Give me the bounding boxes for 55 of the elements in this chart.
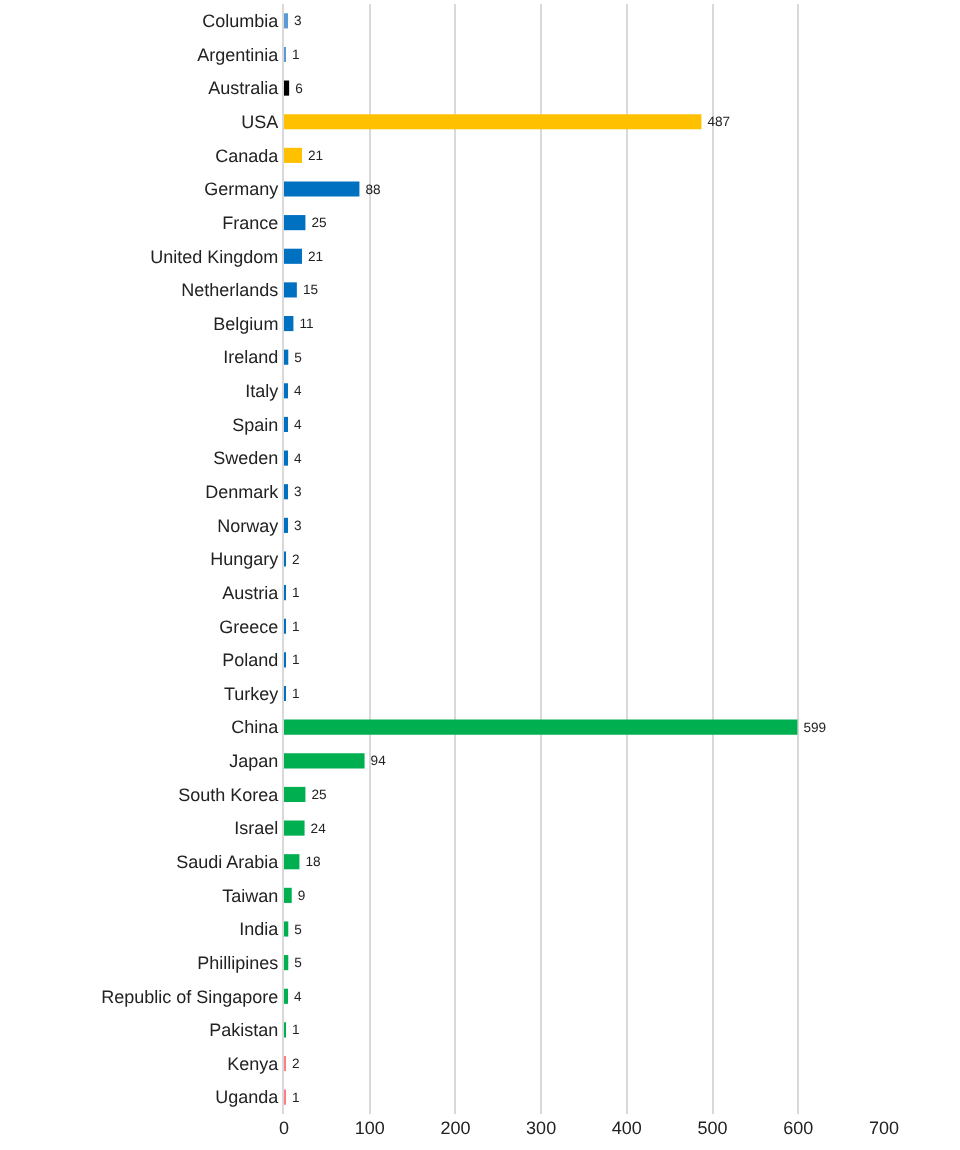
y-tick-label: Australia bbox=[208, 78, 279, 99]
x-tick-label: 100 bbox=[354, 1118, 385, 1138]
y-tick-label: Kenya bbox=[227, 1053, 279, 1074]
y-tick-label: Saudi Arabia bbox=[176, 852, 279, 873]
y-tick-label: Germany bbox=[204, 179, 280, 200]
x-tick-label: 0 bbox=[278, 1118, 290, 1138]
y-tick-label: Japan bbox=[229, 751, 279, 772]
bar bbox=[284, 282, 297, 298]
bar bbox=[284, 181, 360, 197]
x-tick-label: 200 bbox=[440, 1118, 471, 1138]
y-tick-label: Hungary bbox=[210, 549, 280, 570]
y-tick-label: Greece bbox=[219, 616, 279, 637]
y-tick-label: Pakistan bbox=[209, 1020, 279, 1041]
y-tick-label: USA bbox=[241, 112, 279, 133]
y-tick-label: India bbox=[239, 919, 279, 940]
y-tick-label: Norway bbox=[217, 515, 280, 536]
y-tick-label: Sweden bbox=[213, 448, 279, 469]
y-tick-label: Poland bbox=[222, 650, 279, 671]
x-tick-label: 500 bbox=[697, 1118, 728, 1138]
y-tick-label: Austria bbox=[222, 582, 279, 603]
y-tick-label: Republic of Singapore bbox=[101, 986, 279, 1007]
bar bbox=[284, 215, 306, 231]
y-tick-label: Argentinia bbox=[197, 44, 279, 65]
y-tick-label: United Kingdom bbox=[150, 246, 279, 267]
x-tick-label: 600 bbox=[783, 1118, 814, 1138]
bar bbox=[284, 80, 290, 96]
y-tick-label: Turkey bbox=[224, 683, 280, 704]
bar bbox=[284, 719, 798, 735]
bar bbox=[284, 753, 365, 769]
y-tick-label: Phillipines bbox=[197, 952, 280, 973]
y-tick-label: China bbox=[231, 717, 279, 738]
x-tick-label: 300 bbox=[526, 1118, 557, 1138]
y-tick-label: Taiwan bbox=[222, 885, 279, 906]
y-tick-label: Spain bbox=[232, 414, 279, 435]
bar bbox=[284, 248, 302, 264]
bar bbox=[284, 315, 294, 332]
bar bbox=[284, 820, 305, 836]
y-tick-label: Israel bbox=[234, 818, 279, 839]
y-tick-label: South Korea bbox=[178, 784, 279, 805]
x-tick-label: 400 bbox=[611, 1118, 642, 1138]
y-tick-label: Columbia bbox=[202, 11, 279, 32]
bar bbox=[284, 147, 302, 163]
y-tick-label: Denmark bbox=[205, 482, 280, 503]
y-tick-label: France bbox=[222, 212, 279, 233]
y-tick-label: Canada bbox=[215, 145, 279, 166]
x-tick-label: 700 bbox=[868, 1118, 900, 1138]
bar bbox=[284, 786, 306, 803]
y-tick-label: Italy bbox=[245, 381, 280, 402]
y-tick-label: Netherlands bbox=[181, 280, 280, 301]
y-tick-label: Uganda bbox=[215, 1087, 279, 1108]
y-tick-label: Ireland bbox=[223, 347, 279, 368]
bar bbox=[284, 887, 292, 903]
y-tick-label: Belgium bbox=[213, 313, 279, 334]
bar bbox=[284, 854, 300, 870]
bar bbox=[284, 114, 702, 130]
